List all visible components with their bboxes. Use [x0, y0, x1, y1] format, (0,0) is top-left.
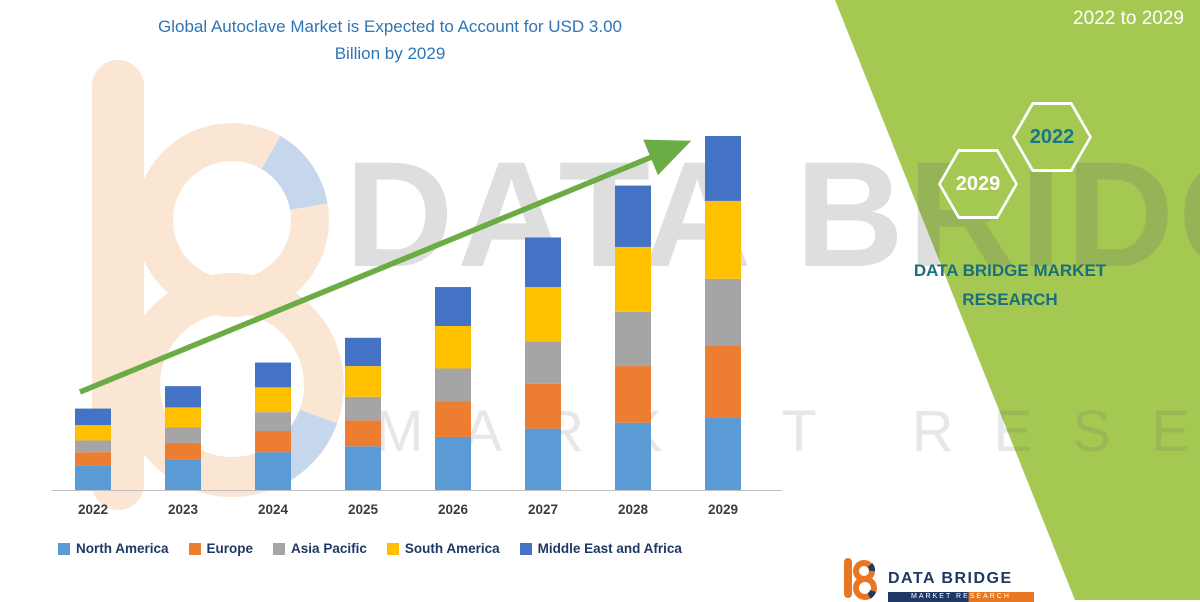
legend-label: North America	[76, 541, 169, 556]
bar-segment	[525, 428, 561, 490]
side-panel-brand-text: DATA BRIDGE MARKET RESEARCH	[910, 256, 1110, 314]
x-axis-label: 2022	[78, 502, 108, 517]
bar-segment	[255, 362, 291, 388]
bar-segment	[615, 422, 651, 490]
bar-segment	[75, 452, 111, 466]
bar-segment	[165, 442, 201, 460]
bar-segment	[525, 383, 561, 429]
bar-segment	[615, 185, 651, 247]
footer-logo-brand: DATA BRIDGE	[888, 570, 1013, 587]
bar-segment	[435, 368, 471, 402]
x-axis-label: 2023	[168, 502, 199, 517]
side-panel-brand-line1: DATA BRIDGE MARKET	[913, 261, 1107, 280]
bar-segment	[165, 386, 201, 408]
bar-segment	[705, 346, 741, 419]
bar-segment	[165, 459, 201, 490]
legend-swatch	[273, 542, 286, 555]
bar-segment	[75, 425, 111, 441]
bar-segment	[75, 440, 111, 453]
x-axis-label: 2027	[528, 502, 558, 517]
chart-title-line1: Global Autoclave Market is Expected to A…	[158, 17, 622, 36]
legend-label: South America	[404, 541, 500, 556]
bar-segment	[255, 431, 291, 453]
footer-logo: DATA BRIDGE MARKET RESEARCH	[840, 556, 1050, 602]
x-axis-label: 2029	[708, 502, 738, 517]
bar-segment	[345, 420, 381, 447]
x-axis-label: 2028	[618, 502, 649, 517]
forecast-period-label: 2022 to 2029	[1073, 8, 1184, 29]
bar-segment	[345, 446, 381, 490]
legend-swatch	[188, 542, 201, 555]
legend-item: Europe	[188, 541, 254, 556]
bar-segment	[255, 387, 291, 413]
hexagon-badge-2022-label: 2022	[1029, 125, 1075, 148]
legend-swatch	[386, 542, 399, 555]
side-panel-brand-line2: RESEARCH	[962, 290, 1058, 309]
bar-segment	[165, 407, 201, 428]
bar-segment	[435, 436, 471, 490]
bar-segment	[525, 287, 561, 342]
hexagon-badge-2029-label: 2029	[955, 172, 1001, 195]
bar-segment	[255, 452, 291, 490]
chart-title: Global Autoclave Market is Expected to A…	[60, 13, 720, 67]
bar-segment	[705, 278, 741, 347]
chart-legend: North America Europe Asia Pacific South Ame…	[58, 541, 682, 556]
bar-segment	[525, 341, 561, 384]
bar-segment	[435, 325, 471, 369]
bar-segment	[165, 427, 201, 443]
legend-item: Middle East and Africa	[519, 541, 682, 556]
bar-segment	[705, 136, 741, 201]
bar-segment	[615, 311, 651, 367]
chart-title-line2: Billion by 2029	[334, 44, 446, 63]
legend-label: Middle East and Africa	[537, 541, 682, 556]
footer-logo-subbrand: MARKET RESEARCH	[888, 592, 1034, 602]
x-axis-label: 2025	[348, 502, 379, 517]
bar-segment	[345, 337, 381, 367]
legend-swatch	[519, 542, 532, 555]
bar-segment	[345, 366, 381, 397]
legend-item: Asia Pacific	[273, 541, 367, 556]
bar-segment	[255, 412, 291, 431]
bar-segment	[705, 418, 741, 490]
legend-swatch	[58, 542, 70, 555]
legend-label: Asia Pacific	[291, 541, 367, 556]
bar-segment	[525, 237, 561, 288]
bar-segment	[615, 366, 651, 423]
legend-label: Europe	[206, 541, 254, 556]
bar-segment	[615, 246, 651, 312]
footer-logo-b-icon	[844, 558, 877, 600]
x-axis-label: 2024	[258, 502, 289, 517]
hexagon-badge-2022: 2022	[1012, 102, 1092, 172]
bar-segment	[345, 396, 381, 421]
bar-segment	[75, 408, 111, 426]
bar-segment	[435, 401, 471, 437]
legend-item: North America	[58, 541, 169, 556]
x-axis-label: 2026	[438, 502, 469, 517]
bar-segment	[435, 287, 471, 326]
bar-segment	[75, 465, 111, 490]
bar-segment	[705, 200, 741, 279]
legend-item: South America	[386, 541, 500, 556]
